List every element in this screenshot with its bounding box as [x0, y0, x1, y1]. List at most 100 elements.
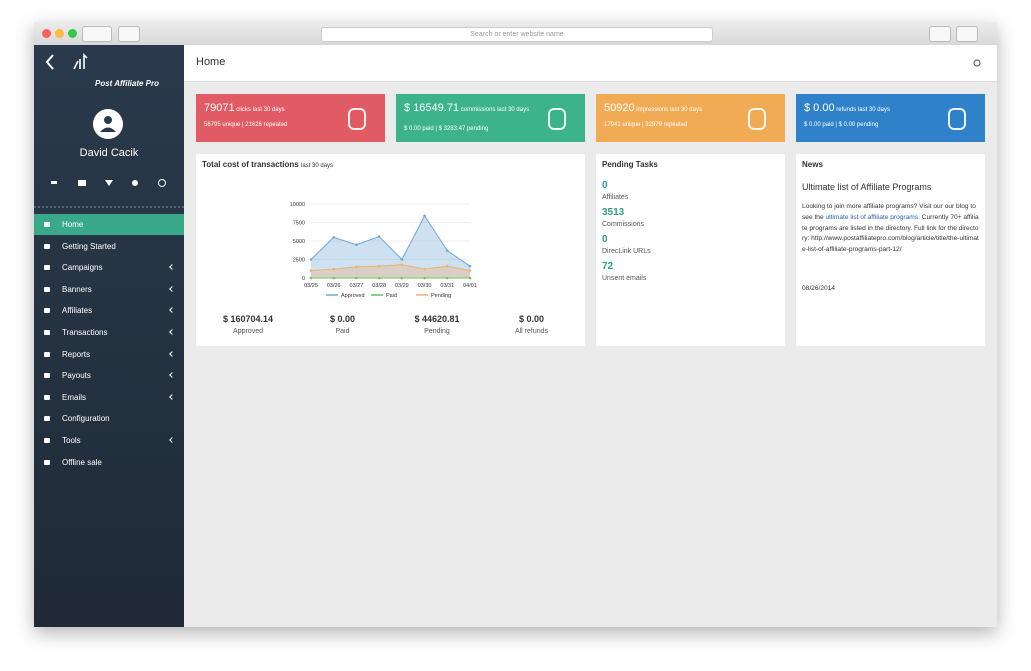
x-tick-label: 03/27 [350, 283, 364, 289]
total-value: $ 0.00 [518, 314, 545, 324]
zoom[interactable] [68, 29, 77, 38]
menu-label: Configuration [62, 414, 110, 424]
panel-title: News [802, 160, 823, 169]
point [309, 276, 313, 280]
menu-item[interactable]: Reports [34, 344, 184, 365]
submenu-chevron [169, 307, 175, 314]
menu-icon [44, 373, 50, 379]
stat-icon [348, 108, 366, 130]
text: Currently 70+ affiliate programs are lis… [802, 213, 979, 254]
menu-label: Getting Started [62, 241, 116, 251]
legend-label: Approved [341, 293, 365, 299]
task-label: Unsent emails [602, 275, 647, 282]
point [445, 249, 449, 252]
nav-buttons[interactable] [82, 26, 112, 42]
y-tick-label: 0 [302, 276, 305, 282]
stat-card[interactable]: $ 0.00 refunds last 30 days $ 0.00 paid |… [796, 94, 985, 142]
x-tick-label: 03/28 [372, 283, 386, 289]
point [377, 264, 381, 268]
total-value: $ 160704.14 [222, 314, 274, 324]
point [468, 264, 472, 268]
y-tick-label: 10000 [290, 202, 305, 208]
point [309, 269, 313, 272]
menu-item[interactable]: Getting Started [34, 236, 184, 257]
point [355, 243, 358, 246]
point [423, 267, 426, 271]
stat-sub: 17941 unique | 32979 repeated [604, 122, 688, 128]
menu-item[interactable]: Emails [34, 387, 184, 408]
browser-window: Search or enter website name Post Affili… [34, 22, 997, 627]
stat-headline: 50920 impressions last 30 days [604, 103, 734, 114]
stat-card[interactable]: 79071 clicks last 30 days 56795 unique | … [196, 94, 385, 142]
total-value: $ 44620.81 [414, 314, 460, 324]
header: Home [184, 45, 997, 82]
task-label: Commissions [602, 221, 645, 228]
stat-icon [948, 108, 966, 130]
menu-icon [44, 416, 50, 422]
chart: 0 2500 5000 7500 10000 03/25 03/26 03/27 03/28 03… [290, 202, 477, 299]
tabs-button[interactable] [956, 26, 978, 42]
menu-icon [44, 438, 50, 443]
stat-headline: 79071 clicks last 30 days [204, 103, 334, 114]
menu-item[interactable]: Home [34, 214, 184, 235]
sidebar-button[interactable] [118, 26, 140, 42]
stat-label: impressions last 30 days [636, 107, 702, 113]
task-count: 3513 [602, 207, 625, 218]
menu-item[interactable]: Transactions [34, 322, 184, 343]
transactions-panel: Total cost of transactions last 30 days … [196, 154, 585, 346]
menu-item[interactable]: Campaigns [34, 257, 184, 278]
point [355, 276, 358, 280]
menu-label: Offline sale [62, 457, 102, 467]
menu-item[interactable]: Offline sale [34, 452, 184, 473]
menu-item[interactable]: Payouts [34, 365, 184, 386]
total-label: All refunds [514, 328, 549, 335]
x-tick-label: 03/29 [395, 283, 409, 289]
menu-icon [44, 222, 50, 227]
stat-headline: $ 0.00 refunds last 30 days [804, 103, 934, 114]
submenu-chevron [169, 393, 175, 400]
menu-item[interactable]: Banners [34, 279, 184, 300]
legend-label: Paid [386, 293, 397, 299]
menu-icon [44, 459, 50, 465]
point [332, 236, 336, 239]
point [468, 269, 472, 272]
avatar-body [100, 127, 116, 132]
total-label: Pending [424, 328, 450, 335]
page-title: Home [196, 56, 226, 68]
profile-icons[interactable] [51, 179, 166, 187]
menu-label: Home [62, 220, 84, 229]
menu-item[interactable]: Affiliates [34, 300, 184, 321]
menu-icon [44, 286, 50, 292]
menu-item[interactable]: Tools [34, 430, 184, 451]
text: Looking to join more affiliate programs?… [802, 203, 976, 221]
menu-icon [44, 394, 50, 400]
submenu-chevron [169, 329, 175, 335]
news-headline: Ultimate list of Affiliate Programs [802, 182, 932, 192]
share-button[interactable] [929, 26, 951, 42]
stat-sub: $ 0.00 paid | $ 3283.47 pending [404, 126, 489, 132]
total-label: Paid [335, 328, 350, 335]
minimize[interactable] [55, 29, 64, 38]
task-count: 72 [602, 261, 614, 272]
back-arrow[interactable] [45, 54, 54, 70]
submenu-chevron [169, 437, 175, 443]
news-body: Looking to join more affiliate programs?… [802, 202, 980, 256]
address-bar[interactable]: Search or enter website name [321, 27, 713, 42]
sidebar-graphics [34, 53, 184, 208]
legend-label: Pending [431, 293, 451, 299]
submenu-chevron [169, 264, 175, 271]
stat-card[interactable]: 50920 impressions last 30 days 17941 uniq… [596, 94, 785, 142]
submenu-chevron [169, 372, 175, 379]
stat-card[interactable]: $ 16549.71 commissions last 30 days $ 0.0… [396, 94, 585, 142]
point [400, 276, 404, 280]
refresh[interactable] [972, 58, 982, 68]
link[interactable]: ultimate list of affiliate programs. [825, 213, 920, 221]
menu-label: Reports [62, 349, 91, 359]
task-count: 0 [602, 234, 608, 245]
menu-icon [44, 265, 50, 271]
close[interactable] [42, 29, 51, 38]
menu-item[interactable]: Configuration [34, 408, 184, 429]
user-name: David Cacik [79, 147, 139, 159]
logo [73, 53, 88, 70]
